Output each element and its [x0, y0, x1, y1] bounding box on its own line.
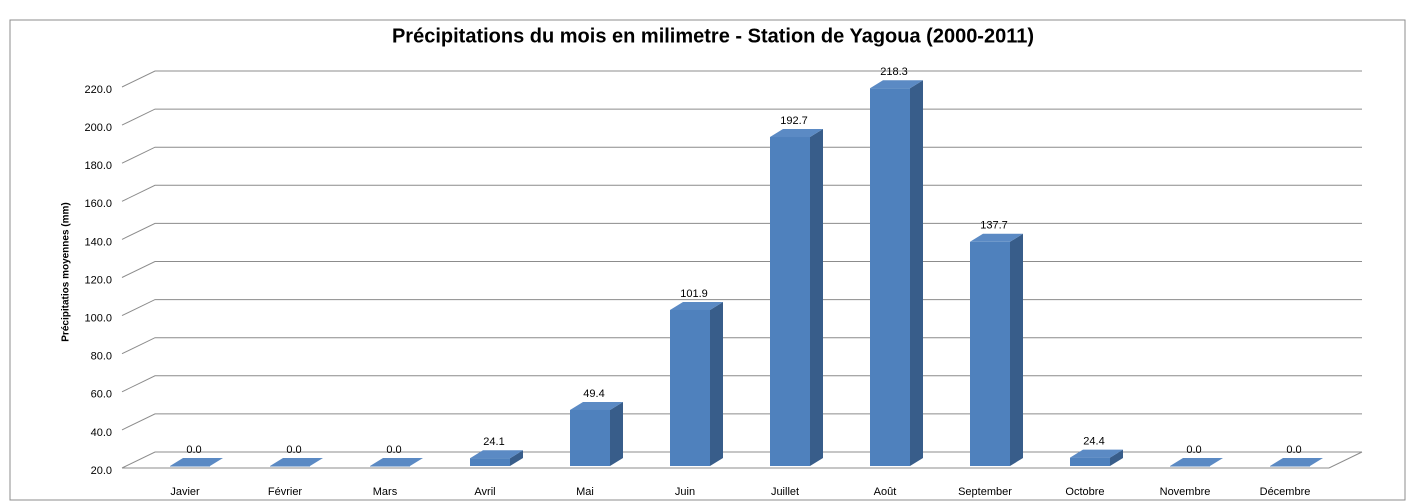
grid-line [121, 261, 1362, 278]
y-tick-label: 140.0 [84, 236, 112, 248]
bar [170, 466, 210, 467]
grid-line [121, 413, 1362, 431]
bar [770, 137, 810, 466]
grid-line [121, 70, 1362, 88]
bar-top [570, 401, 623, 410]
bar-top [1070, 449, 1123, 458]
grid-line [121, 184, 1362, 202]
bar-side [1110, 449, 1123, 466]
y-axis-label: Précipitatios moyennes (mm) [61, 202, 72, 341]
bar [1170, 466, 1210, 467]
y-tick-label: 200.0 [84, 122, 112, 134]
grid-line [121, 146, 1362, 164]
y-tick-label: 100.0 [84, 313, 112, 325]
value-label: 24.1 [483, 436, 504, 448]
bar [270, 466, 310, 467]
bar-side [510, 450, 523, 466]
bar-top [1170, 458, 1223, 466]
y-tick-label: 160.0 [84, 198, 112, 210]
value-label: 0.0 [186, 444, 201, 456]
bar-top [670, 301, 723, 310]
x-tick-label: Octobre [1065, 486, 1104, 498]
value-label: 192.7 [780, 115, 808, 127]
bar-top [370, 458, 423, 466]
bar [370, 466, 410, 467]
bar-top [470, 450, 523, 459]
x-tick-label: September [958, 486, 1012, 498]
bar-side [710, 301, 723, 466]
bar [1070, 457, 1110, 466]
value-label: 49.4 [583, 388, 604, 400]
value-label: 218.3 [880, 66, 908, 78]
x-tick-label: Août [874, 486, 897, 498]
grid-line [121, 299, 1362, 317]
grid-line [121, 222, 1362, 240]
bar [470, 458, 510, 466]
bar-side [910, 80, 923, 467]
bar-side [810, 129, 823, 466]
bar-top [770, 129, 823, 138]
y-tick-label: 220.0 [84, 84, 112, 96]
value-label: 24.4 [1083, 436, 1104, 448]
value-label: 0.0 [386, 444, 401, 456]
bar [570, 409, 610, 466]
grid-line [121, 337, 1362, 355]
bar-top [1270, 458, 1323, 466]
bar-side [610, 401, 623, 466]
x-tick-label: Novembre [1160, 486, 1211, 498]
x-tick-label: Décembre [1260, 486, 1311, 498]
bar-top [270, 458, 323, 466]
value-label: 137.7 [980, 220, 1008, 232]
x-tick-label: Février [268, 486, 303, 498]
y-tick-label: 80.0 [91, 351, 112, 363]
value-label: 0.0 [1286, 444, 1301, 456]
value-label: 0.0 [1186, 444, 1201, 456]
chart-title: Précipitations du mois en milimetre - St… [392, 25, 1034, 47]
value-label: 0.0 [286, 444, 301, 456]
value-label: 101.9 [680, 288, 708, 300]
bar-side [1010, 233, 1023, 466]
x-tick-label: Avril [474, 486, 495, 498]
bar [670, 309, 710, 466]
grid-line [121, 375, 1362, 393]
bar-top [170, 458, 223, 466]
floor [122, 451, 1363, 469]
bar [870, 88, 910, 467]
y-tick-label: 120.0 [84, 274, 112, 286]
bar-top [970, 233, 1023, 242]
x-tick-label: Juin [675, 486, 695, 498]
y-tick-label: 40.0 [91, 427, 112, 439]
x-tick-label: Juillet [771, 486, 799, 498]
bar [1270, 466, 1310, 467]
y-tick-label: 60.0 [91, 389, 112, 401]
y-tick-label: 20.0 [91, 465, 112, 477]
bar-top [870, 80, 923, 89]
x-tick-label: Mai [576, 486, 594, 498]
x-tick-label: Mars [373, 486, 398, 498]
y-tick-label: 180.0 [84, 160, 112, 172]
x-tick-label: Javier [170, 486, 200, 498]
bar [970, 241, 1010, 466]
grid-line [121, 451, 1362, 469]
grid-line [121, 108, 1362, 126]
